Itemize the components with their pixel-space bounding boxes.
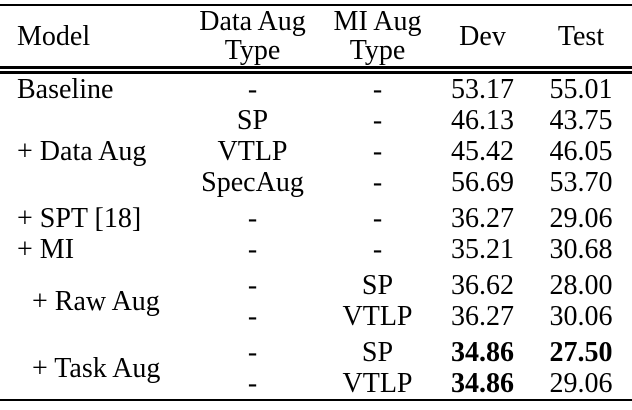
model-cell-task-aug: + Task Aug — [32, 352, 161, 384]
table-row: + Raw Aug - SP 36.62 28.00 — [0, 265, 632, 317]
test-cell: 27.50 — [549, 337, 613, 368]
col-header-data-aug-line2: Type — [224, 35, 281, 66]
table-body: Baseline - - 53.17 55.01 + Data Aug SP -… — [0, 70, 632, 400]
table-row: - VTLP 36.27 30.06 — [0, 301, 632, 332]
model-cell-mi: + MI — [17, 234, 75, 265]
dev-cell: 46.13 — [451, 105, 514, 136]
mi-aug-cell: - — [372, 203, 383, 234]
col-header-mi-aug-line2: Type — [349, 35, 406, 66]
data-aug-cell: - — [247, 234, 258, 265]
table-header: Model Data Aug Type MI Aug Type Dev Test — [0, 5, 632, 70]
col-header-mi-aug-type: MI Aug Type — [320, 5, 435, 70]
dev-cell: 34.86 — [451, 337, 514, 368]
header-row: Model Data Aug Type MI Aug Type Dev Test — [0, 5, 632, 70]
mi-aug-cell: - — [372, 167, 383, 198]
dev-cell: 45.42 — [451, 136, 514, 167]
table-row: + SPT [18] - - 36.27 29.06 — [0, 198, 632, 234]
dev-cell: 56.69 — [451, 167, 514, 198]
test-cell: 43.75 — [549, 105, 613, 136]
table-row: SpecAug - 56.69 53.70 — [0, 167, 632, 198]
mi-aug-cell: - — [372, 136, 383, 167]
mi-aug-cell: - — [372, 105, 383, 136]
col-header-dev: Dev — [459, 20, 506, 52]
data-aug-cell: - — [247, 368, 258, 399]
test-cell: 28.00 — [549, 270, 613, 301]
dev-cell: 36.27 — [451, 203, 514, 234]
test-cell: 30.06 — [549, 301, 613, 332]
data-aug-cell: - — [247, 203, 258, 234]
model-cell-baseline: Baseline — [17, 74, 114, 105]
test-cell: 29.06 — [549, 203, 613, 234]
test-cell: 46.05 — [549, 136, 613, 167]
results-table: Model Data Aug Type MI Aug Type Dev Test… — [0, 4, 632, 401]
dev-cell: 53.17 — [451, 74, 514, 105]
test-cell: 55.01 — [549, 74, 613, 105]
col-header-model: Model — [17, 20, 91, 52]
dev-cell: 36.62 — [451, 270, 514, 301]
data-aug-cell: - — [247, 270, 258, 301]
model-cell-spt: + SPT [18] — [17, 203, 142, 234]
dev-cell: 34.86 — [451, 368, 514, 399]
data-aug-cell: SpecAug — [201, 167, 304, 198]
mi-aug-cell: VTLP — [342, 301, 413, 332]
model-cell-data-aug: + Data Aug — [17, 136, 147, 167]
data-aug-cell: SP — [236, 105, 269, 136]
test-cell: 53.70 — [549, 167, 613, 198]
mi-aug-cell: - — [372, 74, 383, 105]
table-row: VTLP - 45.42 46.05 — [0, 136, 632, 167]
dev-cell: 35.21 — [451, 234, 514, 265]
col-header-data-aug-type: Data Aug Type — [185, 5, 320, 70]
data-aug-cell: VTLP — [217, 136, 288, 167]
table-row: + MI - - 35.21 30.68 — [0, 234, 632, 265]
model-cell-raw-aug: + Raw Aug — [32, 285, 160, 317]
mi-aug-cell: - — [372, 234, 383, 265]
mi-aug-cell: VTLP — [342, 368, 413, 399]
table-row: + Data Aug SP - 46.13 43.75 — [0, 105, 632, 167]
mi-aug-cell: SP — [361, 270, 394, 301]
mi-aug-cell: SP — [361, 337, 394, 368]
data-aug-cell: - — [247, 74, 258, 105]
col-header-data-aug-line1: Data Aug — [199, 6, 306, 37]
test-cell: 30.68 — [549, 234, 613, 265]
col-header-mi-aug-line1: MI Aug — [333, 6, 422, 37]
col-header-test: Test — [557, 20, 605, 52]
dev-cell: 36.27 — [451, 301, 514, 332]
table-row: + Task Aug - SP 34.86 27.50 — [0, 332, 632, 384]
data-aug-cell: - — [247, 337, 258, 368]
data-aug-cell: - — [247, 301, 258, 332]
table-row: - VTLP 34.86 29.06 — [0, 368, 632, 400]
test-cell: 29.06 — [549, 368, 613, 399]
table-row: Baseline - - 53.17 55.01 — [0, 70, 632, 105]
